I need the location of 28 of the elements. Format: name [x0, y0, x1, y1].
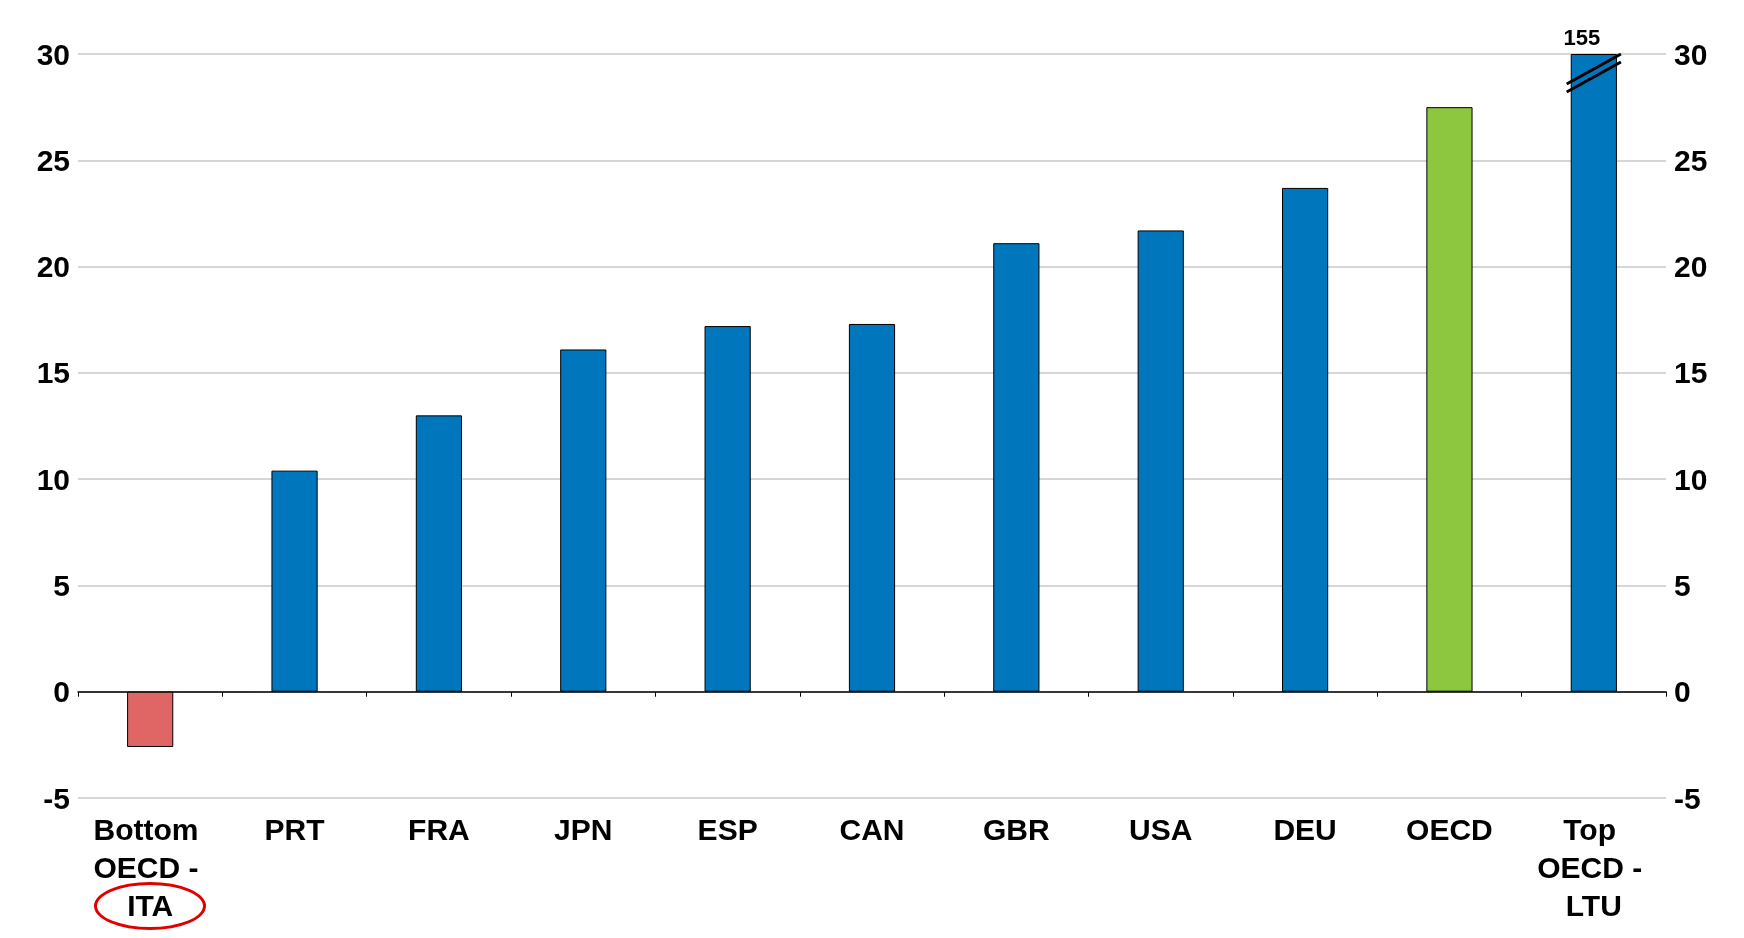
x-tick-label: OECD — [1406, 812, 1493, 846]
y2-tick-label: 30 — [1674, 37, 1708, 71]
y2-tick-label: 25 — [1674, 143, 1708, 177]
x-tick-label: ESP — [697, 812, 758, 846]
y-tick-label: 10 — [36, 462, 70, 496]
y-tick-label: 15 — [36, 356, 70, 390]
x-tick-label: JPN — [554, 812, 613, 846]
y2-tick-label: 20 — [1674, 250, 1708, 284]
x-tick-label: FRA — [408, 812, 470, 846]
y2-tick-label: 0 — [1674, 675, 1691, 709]
y2-tick-label: 5 — [1674, 568, 1691, 602]
x-tick-label: CAN — [839, 812, 905, 846]
y2-tick-label: 15 — [1674, 356, 1708, 390]
x-tick-label: Bottom OECD - ITA — [93, 812, 207, 922]
y2-tick-label: -5 — [1674, 781, 1701, 815]
y-tick-label: 30 — [36, 37, 70, 71]
x-tick-label: GBR — [983, 812, 1051, 846]
text: 155 — [1563, 24, 1601, 50]
x-tick-label: DEU — [1273, 812, 1337, 846]
y-tick-label: 5 — [53, 568, 70, 602]
y2-tick-label: 10 — [1674, 462, 1708, 496]
y-tick-label: 20 — [36, 250, 70, 284]
x-tick-label: USA — [1129, 812, 1193, 846]
x-tick-label: Top OECD - LTU — [1537, 812, 1651, 922]
y-tick-label: 25 — [36, 143, 70, 177]
y-tick-label: -5 — [43, 781, 70, 815]
y-tick-label: 0 — [53, 675, 70, 709]
x-tick-label: PRT — [264, 812, 325, 846]
